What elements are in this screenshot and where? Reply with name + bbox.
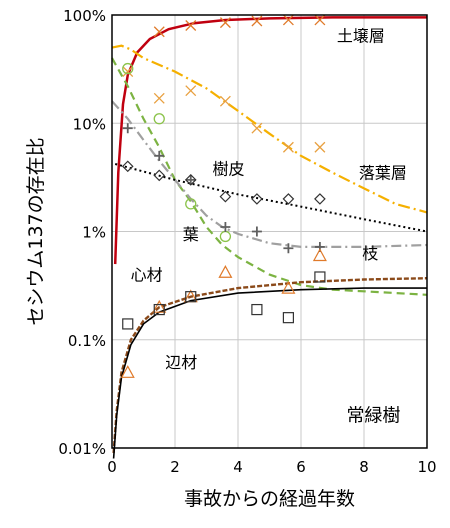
x-tick-label: 10 <box>417 458 436 476</box>
region-label: 樹皮 <box>213 160 245 179</box>
data-point <box>251 303 263 316</box>
data-point <box>251 15 263 27</box>
curves <box>111 16 428 459</box>
data-point <box>153 26 165 38</box>
data-point <box>185 174 196 185</box>
x-tick-label: 4 <box>233 458 243 476</box>
data-point <box>153 113 165 125</box>
data-point <box>153 169 166 182</box>
data-point <box>184 174 197 186</box>
data-point <box>314 14 326 26</box>
region-label: 枝 <box>362 244 378 263</box>
region-label: 土壌層 <box>337 26 385 45</box>
data-point <box>282 193 295 205</box>
data-point <box>153 303 165 316</box>
series-curve <box>114 163 428 233</box>
region-label: 葉 <box>183 225 199 244</box>
region-label: 常緑樹 <box>346 405 400 426</box>
plot-frame <box>111 14 428 449</box>
data-point <box>251 226 262 237</box>
data-point <box>219 17 231 29</box>
data-point <box>282 141 294 153</box>
data-point <box>120 365 135 378</box>
data-point <box>283 243 294 254</box>
data-point <box>218 265 233 278</box>
data-point <box>220 222 231 233</box>
data-point <box>282 14 294 26</box>
region-label: 心材 <box>131 266 163 285</box>
x-tick-label: 0 <box>107 458 117 476</box>
data-point <box>122 66 134 78</box>
data-point <box>122 62 134 75</box>
region-label: 辺材 <box>165 353 197 372</box>
series-curve <box>111 100 428 248</box>
x-tick-label: 6 <box>296 458 306 476</box>
data-point <box>281 280 296 294</box>
data-point <box>251 193 263 205</box>
data-point <box>219 230 232 243</box>
data-point <box>185 291 197 303</box>
data-point <box>219 95 231 107</box>
data-point <box>282 312 294 324</box>
markers <box>120 14 327 378</box>
y-tick-label: 0.1% <box>68 332 106 350</box>
region-label: 落葉層 <box>359 164 407 183</box>
series-curve <box>111 44 428 214</box>
data-point <box>314 141 326 153</box>
data-point <box>219 190 232 203</box>
series-curve <box>113 16 427 265</box>
data-point <box>185 85 197 97</box>
y-tick-label: 0.01% <box>58 440 106 458</box>
x-tick-label: 8 <box>359 458 369 476</box>
data-point <box>154 150 165 161</box>
data-point <box>251 122 263 134</box>
x-axis-title: 事故からの経過年数 <box>184 488 355 510</box>
series-curve <box>112 287 427 459</box>
data-point <box>185 20 197 31</box>
data-point <box>153 92 165 104</box>
data-point <box>185 198 197 210</box>
data-point <box>314 271 326 283</box>
y-axis-title: セシウム137の存在比 <box>25 137 47 325</box>
ticks: 0 2 4 6 8 10 0.01% 0.1% 1% 10% 100% <box>58 7 436 476</box>
data-point <box>122 318 134 330</box>
y-tick-label: 1% <box>82 224 106 242</box>
y-tick-label: 10% <box>73 115 106 133</box>
grid <box>111 14 428 449</box>
data-point <box>121 160 134 173</box>
x-tick-label: 2 <box>170 458 180 476</box>
data-point <box>312 248 327 262</box>
data-point <box>314 193 326 205</box>
y-tick-label: 100% <box>63 7 106 25</box>
data-point <box>122 123 133 134</box>
data-point <box>152 299 167 313</box>
series-curve <box>112 277 428 454</box>
